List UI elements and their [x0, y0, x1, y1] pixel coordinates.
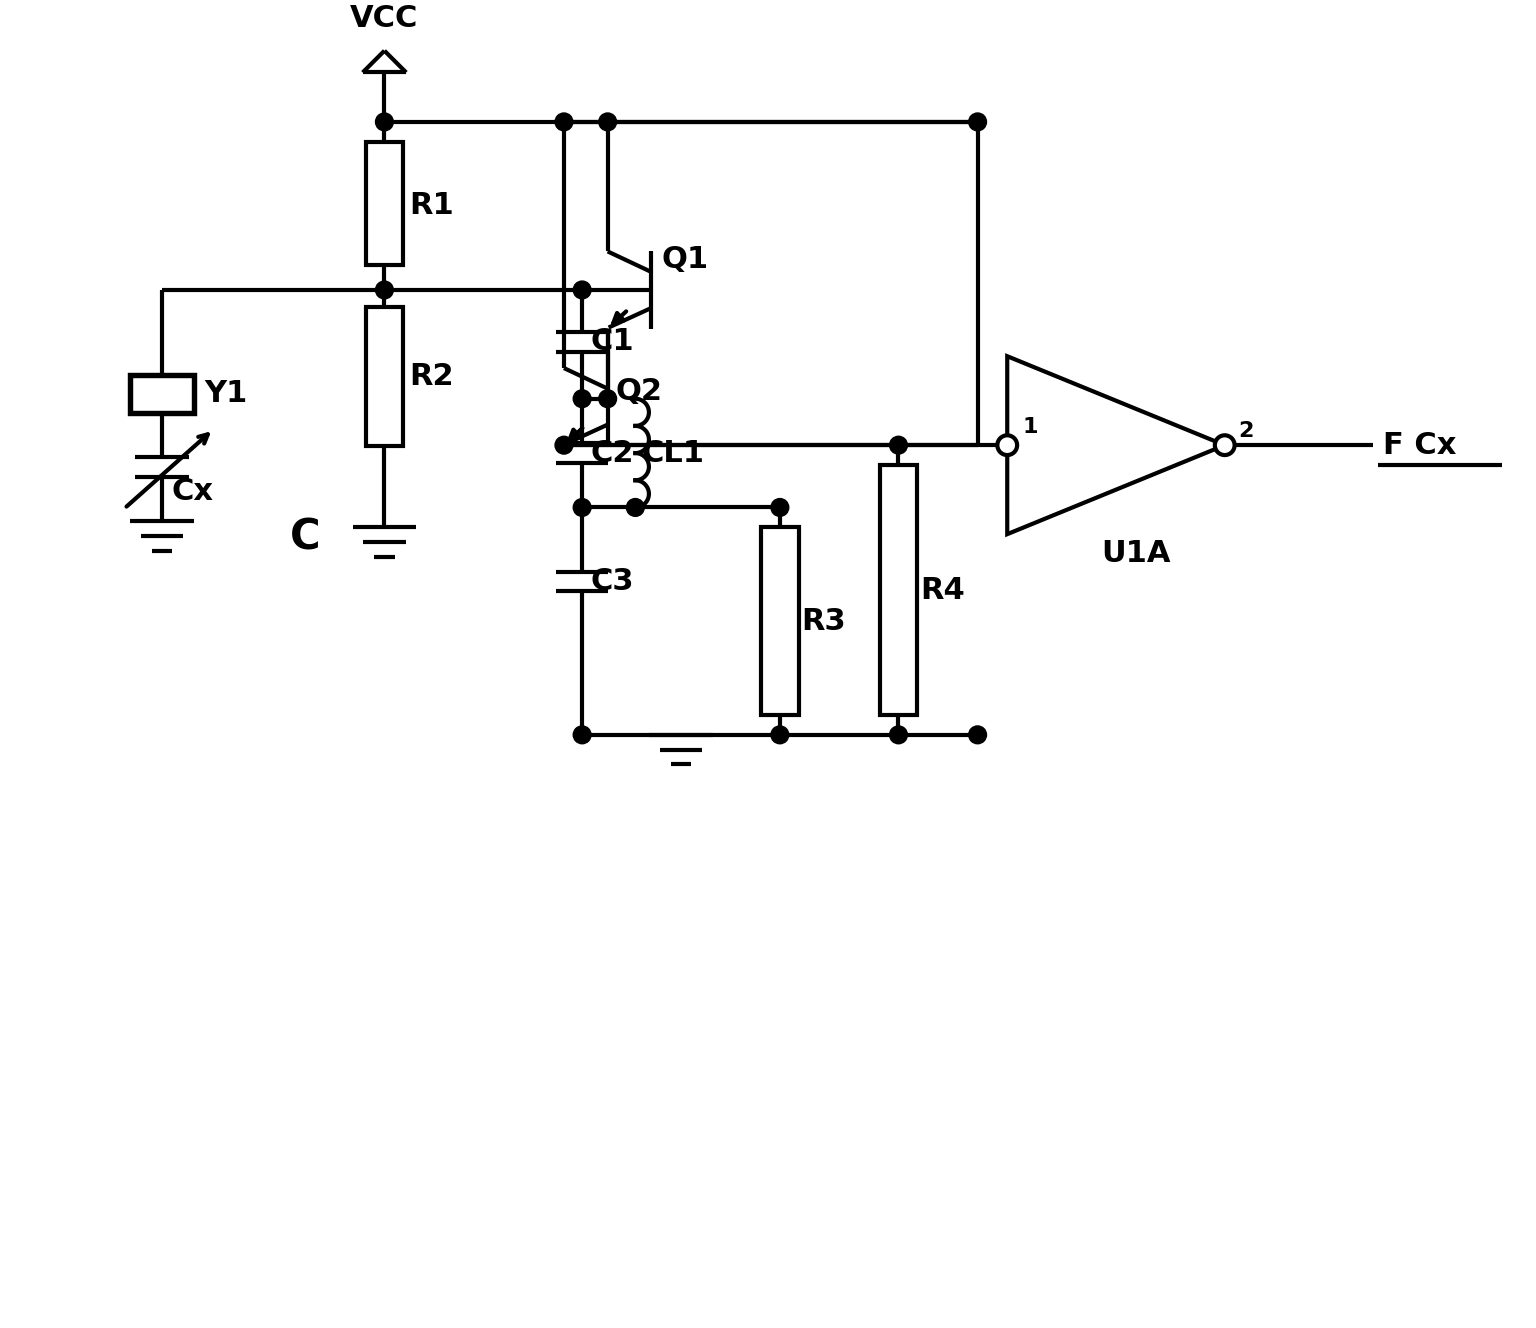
Text: C3: C3: [590, 567, 633, 596]
Circle shape: [771, 726, 790, 744]
Text: Q1: Q1: [660, 244, 708, 274]
Circle shape: [573, 390, 591, 408]
Text: Cx: Cx: [172, 477, 214, 506]
Text: R3: R3: [802, 607, 846, 636]
Circle shape: [375, 113, 393, 130]
Text: 2: 2: [1238, 421, 1253, 441]
Circle shape: [771, 498, 790, 517]
Circle shape: [573, 726, 591, 744]
Text: Y1: Y1: [204, 380, 247, 408]
Text: R2: R2: [409, 363, 453, 390]
Circle shape: [969, 113, 986, 130]
Circle shape: [599, 113, 616, 130]
Circle shape: [573, 282, 591, 299]
Bar: [366, 142, 404, 266]
Circle shape: [599, 390, 616, 408]
Circle shape: [997, 436, 1017, 456]
Circle shape: [889, 726, 908, 744]
Circle shape: [627, 498, 644, 517]
Text: F Cx: F Cx: [1382, 430, 1456, 459]
Text: C1: C1: [590, 328, 634, 356]
Text: U1A: U1A: [1101, 539, 1170, 568]
Circle shape: [554, 437, 573, 454]
Text: CL1: CL1: [641, 438, 705, 467]
Circle shape: [1215, 436, 1235, 456]
Circle shape: [889, 437, 908, 454]
Text: 1: 1: [1021, 417, 1038, 437]
Text: R4: R4: [920, 575, 965, 604]
Bar: [880, 465, 917, 714]
Bar: [131, 374, 194, 413]
Circle shape: [375, 282, 393, 299]
Text: VCC: VCC: [350, 4, 419, 33]
Circle shape: [554, 113, 573, 130]
Text: Q2: Q2: [616, 377, 662, 405]
Bar: [760, 527, 799, 714]
Text: C: C: [290, 517, 321, 558]
Circle shape: [573, 498, 591, 517]
Circle shape: [969, 726, 986, 744]
Text: C2: C2: [590, 438, 633, 467]
Text: R1: R1: [409, 191, 455, 220]
Polygon shape: [1008, 356, 1224, 534]
Bar: [366, 307, 404, 446]
